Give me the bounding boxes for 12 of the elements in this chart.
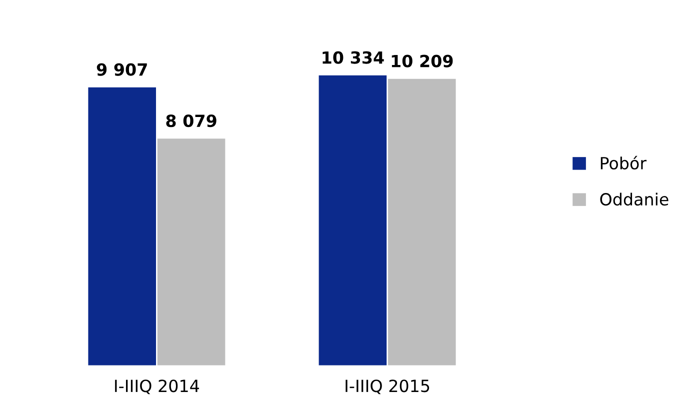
legend-label: Pobór [600,156,647,170]
x-tick-label: I-IIIQ 2014 [115,380,200,394]
bar [157,138,226,366]
bar [88,87,156,366]
data-label: 8 079 [166,114,216,128]
data-label: 10 209 [392,54,453,68]
data-label: 10 334 [322,51,384,64]
bar [388,78,456,366]
bar [318,75,387,366]
legend-label: Oddanie [600,192,668,206]
data-label: 9 907 [96,63,147,76]
x-tick-label: I-IIIQ 2015 [346,380,430,394]
